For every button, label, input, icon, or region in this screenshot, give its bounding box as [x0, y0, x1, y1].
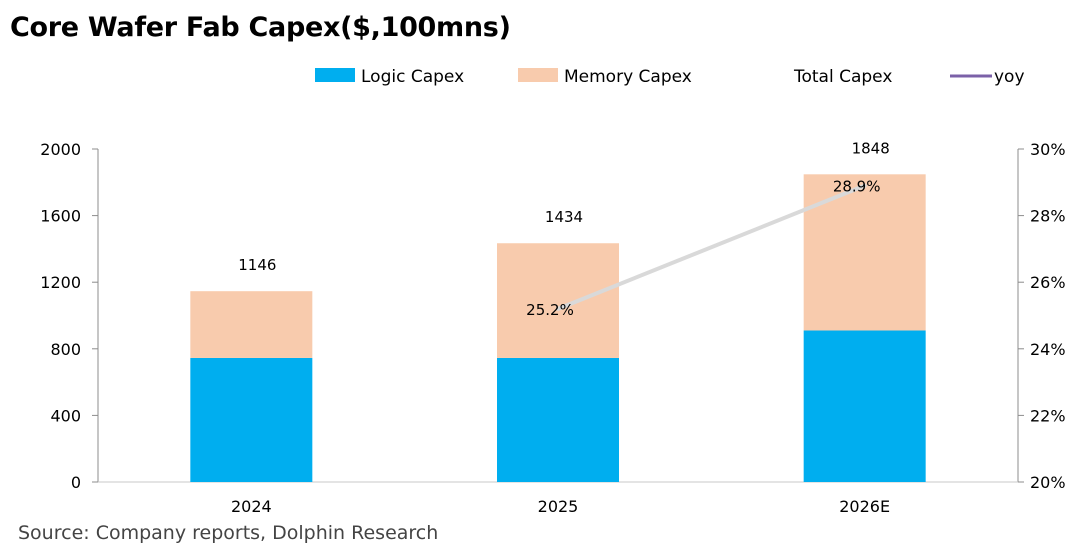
- y2-tick-label: 24%: [1030, 340, 1066, 359]
- y2-tick-label: 30%: [1030, 140, 1066, 159]
- total-capex-label: 1434: [545, 208, 583, 226]
- y2-tick-label: 20%: [1030, 473, 1066, 492]
- chart-title: Core Wafer Fab Capex($,100mns): [10, 12, 511, 43]
- y-tick-label: 0: [71, 473, 81, 492]
- total-capex-label: 1146: [238, 256, 276, 274]
- y-tick-label: 1600: [40, 207, 81, 226]
- logic-capex-bar: [803, 330, 926, 482]
- x-tick-label: 2024: [231, 497, 272, 516]
- total-capex-label: 1848: [852, 139, 890, 157]
- yoy-data-label: 25.2%: [526, 301, 574, 319]
- y-tick-label: 2000: [40, 140, 81, 159]
- logic-capex-bar: [190, 357, 313, 482]
- y-tick-label: 1200: [40, 273, 81, 292]
- y-tick-label: 800: [50, 340, 81, 359]
- y-tick-label: 400: [50, 406, 81, 425]
- x-tick-label: 2026E: [839, 497, 890, 516]
- legend-label-yoy: yoy: [994, 67, 1025, 87]
- legend-label-memory: Memory Capex: [564, 67, 692, 87]
- source-note: Source: Company reports, Dolphin Researc…: [18, 522, 439, 544]
- legend-label-total: Total Capex: [793, 67, 892, 87]
- memory-capex-bar: [803, 174, 926, 331]
- legend-swatch-memory: [518, 68, 558, 82]
- yoy-data-label: 28.9%: [833, 178, 881, 196]
- y2-tick-label: 22%: [1030, 406, 1066, 425]
- yoy-line: [556, 183, 867, 311]
- memory-capex-bar: [190, 291, 313, 358]
- logic-capex-bar: [497, 357, 619, 482]
- memory-capex-bar: [497, 243, 619, 358]
- y2-tick-label: 28%: [1030, 207, 1066, 226]
- legend-label-logic: Logic Capex: [361, 67, 464, 87]
- x-tick-label: 2025: [538, 497, 579, 516]
- legend-swatch-logic: [315, 68, 355, 82]
- y2-tick-label: 26%: [1030, 273, 1066, 292]
